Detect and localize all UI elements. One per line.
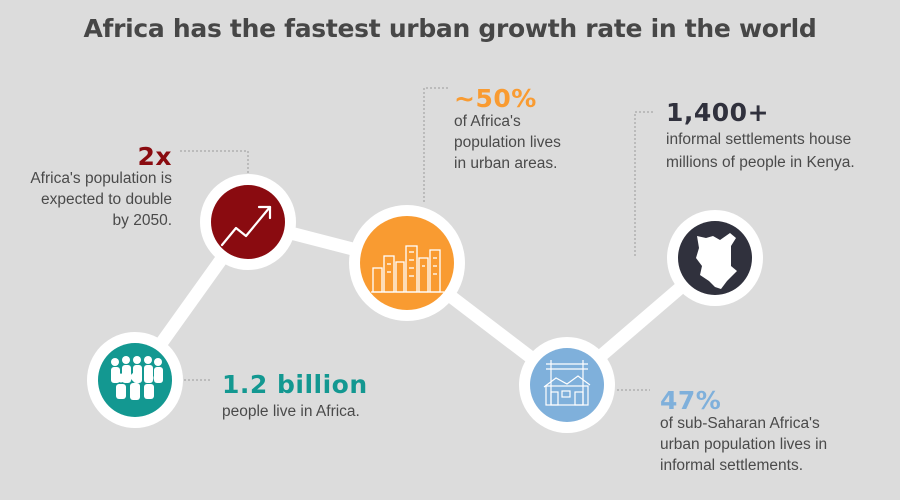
desc-doubling: Africa's population is expected to doubl… (0, 168, 172, 231)
desc-line: expected to double (41, 191, 172, 208)
stat-settlements-share: 47% (660, 386, 722, 415)
node-settlements-share (519, 337, 615, 433)
desc-line: urban population lives in (660, 436, 828, 453)
leader-line-kenya (634, 111, 655, 256)
desc-line: of sub-Saharan Africa's (660, 415, 820, 432)
leader-line-doubling (180, 150, 249, 175)
desc-line: of Africa's (454, 113, 521, 130)
desc-line: population lives (454, 134, 561, 151)
kenya-map-icon (696, 233, 737, 289)
desc-line: Africa's population is (30, 170, 172, 187)
stat-urban: ~50% (454, 84, 537, 113)
node-population (87, 332, 183, 428)
desc-line: by 2050. (112, 212, 172, 229)
desc-line: informal settlements. (660, 457, 803, 474)
desc-urban: of Africa's population lives in urban ar… (454, 111, 561, 174)
node-doubling (200, 174, 296, 270)
page-title: Africa has the fastest urban growth rate… (83, 14, 817, 43)
desc-population: people live in Africa. (222, 401, 360, 422)
desc-line: millions of people in Kenya. (666, 154, 855, 171)
people-crowd-icon (111, 356, 163, 400)
node-kenya (667, 210, 763, 306)
stat-doubling: 2x (137, 142, 172, 171)
leader-line-urban (423, 87, 450, 202)
informal-settlement-icon (543, 360, 591, 406)
city-skyline-icon (371, 245, 444, 293)
node-urban (349, 205, 465, 321)
stat-kenya: 1,400+ (666, 98, 770, 127)
stat-population: 1.2 billion (222, 370, 368, 399)
desc-settlements-share: of sub-Saharan Africa's urban population… (660, 413, 827, 476)
desc-line: informal settlements house (666, 131, 852, 148)
trend-arrow-icon (220, 205, 272, 247)
desc-line: people live in Africa. (222, 403, 360, 420)
desc-kenya: informal settlements house millions of p… (666, 128, 855, 174)
desc-line: in urban areas. (454, 155, 558, 172)
